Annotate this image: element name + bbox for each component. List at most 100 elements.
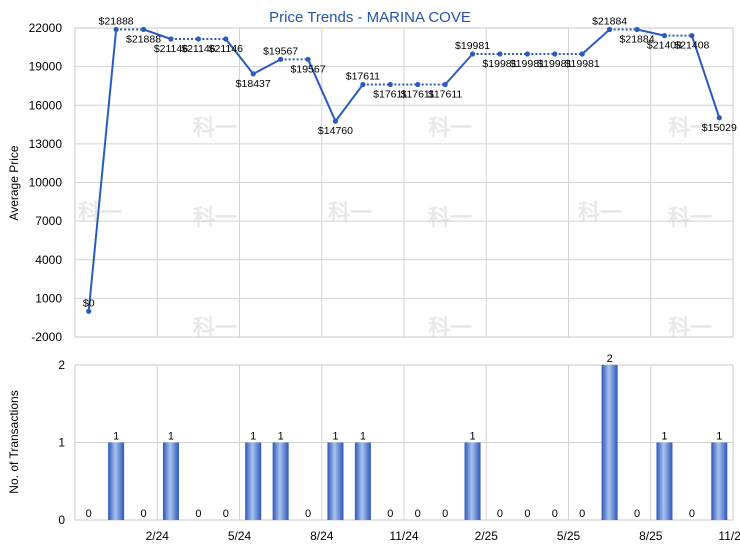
- transaction-count-label: 1: [716, 431, 722, 443]
- x-tick-label: 8/24: [310, 529, 334, 543]
- transaction-bar: [656, 442, 673, 520]
- x-tick-label: 11/24: [389, 529, 418, 543]
- transaction-count-label: 0: [305, 508, 311, 520]
- price-y-tick-label: 22000: [29, 21, 63, 35]
- transaction-count-label: 1: [113, 431, 119, 443]
- price-line-segment: [307, 58, 337, 122]
- price-line-segment: [143, 28, 172, 40]
- transaction-count-label: 0: [579, 508, 585, 520]
- transaction-bar: [711, 442, 728, 520]
- transaction-count-label: 0: [415, 508, 421, 520]
- price-data-label: $17611: [373, 89, 407, 101]
- transaction-count-label: 0: [86, 508, 92, 520]
- transactions-chart-plot: 0 1 0 1 0 0 1 1 0 1 1 0 0 0 1 0 0 0 0 2 0 1 0 1: [86, 353, 728, 520]
- transactions-y-tick-label: 1: [58, 436, 65, 450]
- watermark-text: 科一: [428, 315, 472, 340]
- x-tick-label: 2/25: [475, 529, 499, 543]
- price-data-point: [168, 36, 174, 42]
- price-y-tick-label: 19000: [29, 60, 63, 74]
- transaction-count-label: 1: [469, 431, 475, 443]
- price-chart-grid: [74, 27, 734, 338]
- price-data-point: [634, 26, 640, 33]
- price-data-label: $21146: [209, 43, 243, 55]
- price-data-label: $19981: [455, 40, 490, 52]
- price-data-point: [524, 51, 530, 57]
- transaction-count-label: 1: [360, 431, 366, 443]
- price-y-tick-label: -2000: [31, 330, 62, 344]
- price-data-point: [661, 33, 668, 39]
- price-chart-axes: 22000 19000 16000 13000 10000 7000 4000 1000 -20…: [29, 21, 63, 344]
- transaction-count-label: 0: [140, 508, 146, 520]
- price-line-segment: [636, 28, 665, 37]
- price-line-segment: [690, 35, 721, 119]
- transactions-chart-axes: 0 1 2 2/24 5/24 8/24 11/24 2/25 5/25 8/25 11/25: [58, 358, 740, 543]
- price-data-label: $21408: [674, 40, 709, 52]
- price-data-point: [607, 26, 613, 33]
- price-chart-plot: $0$21888$21888$21146$21146$21146$18437$1…: [83, 15, 737, 314]
- transaction-count-label: 0: [524, 508, 530, 520]
- price-y-tick-label: 1000: [35, 291, 62, 305]
- transaction-bar: [354, 442, 371, 520]
- price-data-point: [250, 71, 256, 77]
- price-data-label: $17611: [401, 89, 435, 101]
- price-y-tick-label: 10000: [29, 176, 63, 190]
- price-data-point: [86, 308, 92, 314]
- watermark-text: 科一: [428, 115, 472, 140]
- price-y-tick-label: 16000: [29, 98, 63, 112]
- price-data-label: $21888: [99, 15, 134, 27]
- price-data-point: [552, 51, 558, 57]
- price-data-point: [716, 115, 722, 121]
- price-data-label: $14760: [318, 125, 353, 137]
- price-data-label: $0: [83, 297, 95, 309]
- price-line-segment: [581, 28, 611, 55]
- price-data-label: $18437: [236, 78, 271, 90]
- transaction-bar: [162, 442, 179, 520]
- transaction-bar: [601, 365, 618, 520]
- price-data-label: $19981: [537, 58, 572, 70]
- watermark-text: 科一: [428, 205, 472, 230]
- price-data-point: [497, 51, 503, 57]
- price-line-segment: [252, 58, 282, 75]
- transaction-bar: [464, 442, 481, 520]
- transaction-count-label: 0: [442, 508, 448, 520]
- price-data-point: [278, 56, 284, 62]
- price-data-point: [113, 26, 119, 33]
- price-plot-frame: [74, 27, 734, 338]
- price-data-point: [305, 56, 311, 62]
- x-tick-label: 5/25: [557, 529, 581, 543]
- price-data-label: $21146: [154, 43, 188, 55]
- price-data-point: [332, 118, 339, 124]
- transaction-bar: [327, 442, 344, 520]
- watermark-text: 科一: [193, 315, 237, 340]
- x-tick-label: 2/24: [146, 529, 170, 543]
- price-data-label: $17611: [428, 89, 462, 101]
- price-data-label: $21408: [647, 40, 682, 52]
- price-data-label: $21884: [592, 15, 627, 27]
- price-data-label: $21146: [181, 43, 215, 55]
- price-line-segment: [334, 83, 364, 122]
- transactions-plot-frame: [74, 364, 734, 521]
- transaction-count-label: 0: [552, 508, 558, 520]
- price-data-point: [223, 36, 229, 42]
- transaction-count-label: 0: [195, 508, 201, 520]
- transaction-bar: [272, 442, 289, 520]
- transaction-count-label: 0: [689, 508, 695, 520]
- price-data-label: $21888: [126, 33, 161, 45]
- x-tick-label: 11/25: [718, 529, 740, 543]
- price-line-segment: [87, 29, 118, 312]
- price-line-segment: [444, 53, 474, 86]
- price-data-point: [415, 81, 421, 88]
- watermark-text: 科一: [193, 115, 237, 140]
- transaction-count-label: 1: [168, 431, 174, 443]
- transaction-count-label: 1: [661, 431, 667, 443]
- price-y-tick-label: 7000: [35, 214, 62, 228]
- transaction-count-label: 0: [223, 508, 229, 520]
- price-line-segment: [225, 38, 254, 75]
- watermark-text: 科一: [668, 115, 712, 140]
- price-data-point: [689, 33, 695, 39]
- transaction-bar: [108, 442, 125, 520]
- x-tick-label: 8/25: [639, 529, 663, 543]
